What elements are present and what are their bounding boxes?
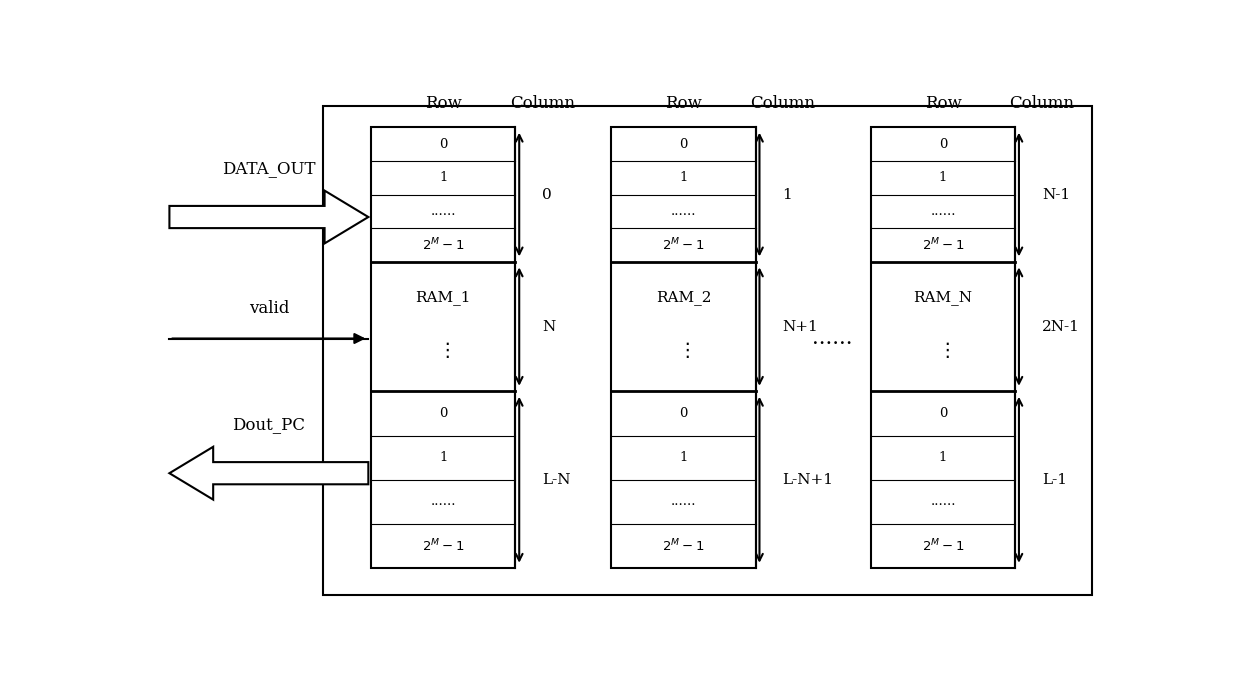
Text: $2^{M}-1$: $2^{M}-1$ (662, 538, 704, 554)
Text: 1: 1 (680, 451, 688, 464)
Text: Column: Column (1009, 95, 1075, 112)
Text: Row: Row (925, 95, 961, 112)
Text: 0: 0 (439, 407, 448, 420)
Text: 1: 1 (939, 451, 947, 464)
Bar (611, 127, 755, 568)
Text: $\vdots$: $\vdots$ (936, 340, 950, 360)
Text: $\vdots$: $\vdots$ (677, 340, 689, 360)
Text: 0: 0 (939, 138, 947, 150)
Text: N: N (542, 320, 556, 333)
Text: $2^{M}-1$: $2^{M}-1$ (422, 237, 465, 253)
Text: Row: Row (665, 95, 702, 112)
Text: 0: 0 (680, 407, 688, 420)
Text: L-1: L-1 (1042, 473, 1066, 487)
Text: Row: Row (425, 95, 461, 112)
Text: N-1: N-1 (1042, 187, 1070, 202)
Text: RAM_2: RAM_2 (656, 290, 712, 305)
Text: L-N: L-N (542, 473, 570, 487)
Text: 1: 1 (680, 172, 688, 185)
Text: valid: valid (249, 300, 289, 318)
Text: $2^{M}-1$: $2^{M}-1$ (921, 538, 965, 554)
Text: $2^{M}-1$: $2^{M}-1$ (422, 538, 465, 554)
Text: 0: 0 (439, 138, 448, 150)
Text: Dout_PC: Dout_PC (232, 416, 305, 434)
Text: 0: 0 (939, 407, 947, 420)
Text: DATA_OUT: DATA_OUT (222, 161, 316, 178)
Text: $2^{M}-1$: $2^{M}-1$ (921, 237, 965, 253)
Polygon shape (170, 447, 368, 499)
Text: 1: 1 (439, 172, 448, 185)
Text: L-N+1: L-N+1 (782, 473, 833, 487)
Text: ......: ...... (430, 495, 456, 508)
Text: N+1: N+1 (782, 320, 818, 333)
Text: ......: ...... (671, 205, 697, 218)
Text: 0: 0 (680, 138, 688, 150)
Text: 1: 1 (439, 451, 448, 464)
Text: 0: 0 (542, 187, 552, 202)
Polygon shape (170, 191, 368, 244)
Text: ......: ...... (930, 205, 956, 218)
Text: RAM_1: RAM_1 (415, 290, 471, 305)
Text: ......: ...... (430, 205, 456, 218)
Text: Column: Column (510, 95, 575, 112)
Text: $2^{M}-1$: $2^{M}-1$ (662, 237, 704, 253)
Text: RAM_N: RAM_N (914, 290, 972, 305)
Text: ......: ...... (671, 495, 697, 508)
Bar (371, 127, 516, 568)
Text: 1: 1 (939, 172, 947, 185)
Text: ......: ...... (812, 329, 853, 348)
Bar (870, 127, 1016, 568)
Bar (324, 106, 1092, 595)
Text: 1: 1 (782, 187, 792, 202)
Text: $\vdots$: $\vdots$ (436, 340, 450, 360)
Text: Column: Column (750, 95, 815, 112)
Text: 2N-1: 2N-1 (1042, 320, 1080, 333)
Text: ......: ...... (930, 495, 956, 508)
